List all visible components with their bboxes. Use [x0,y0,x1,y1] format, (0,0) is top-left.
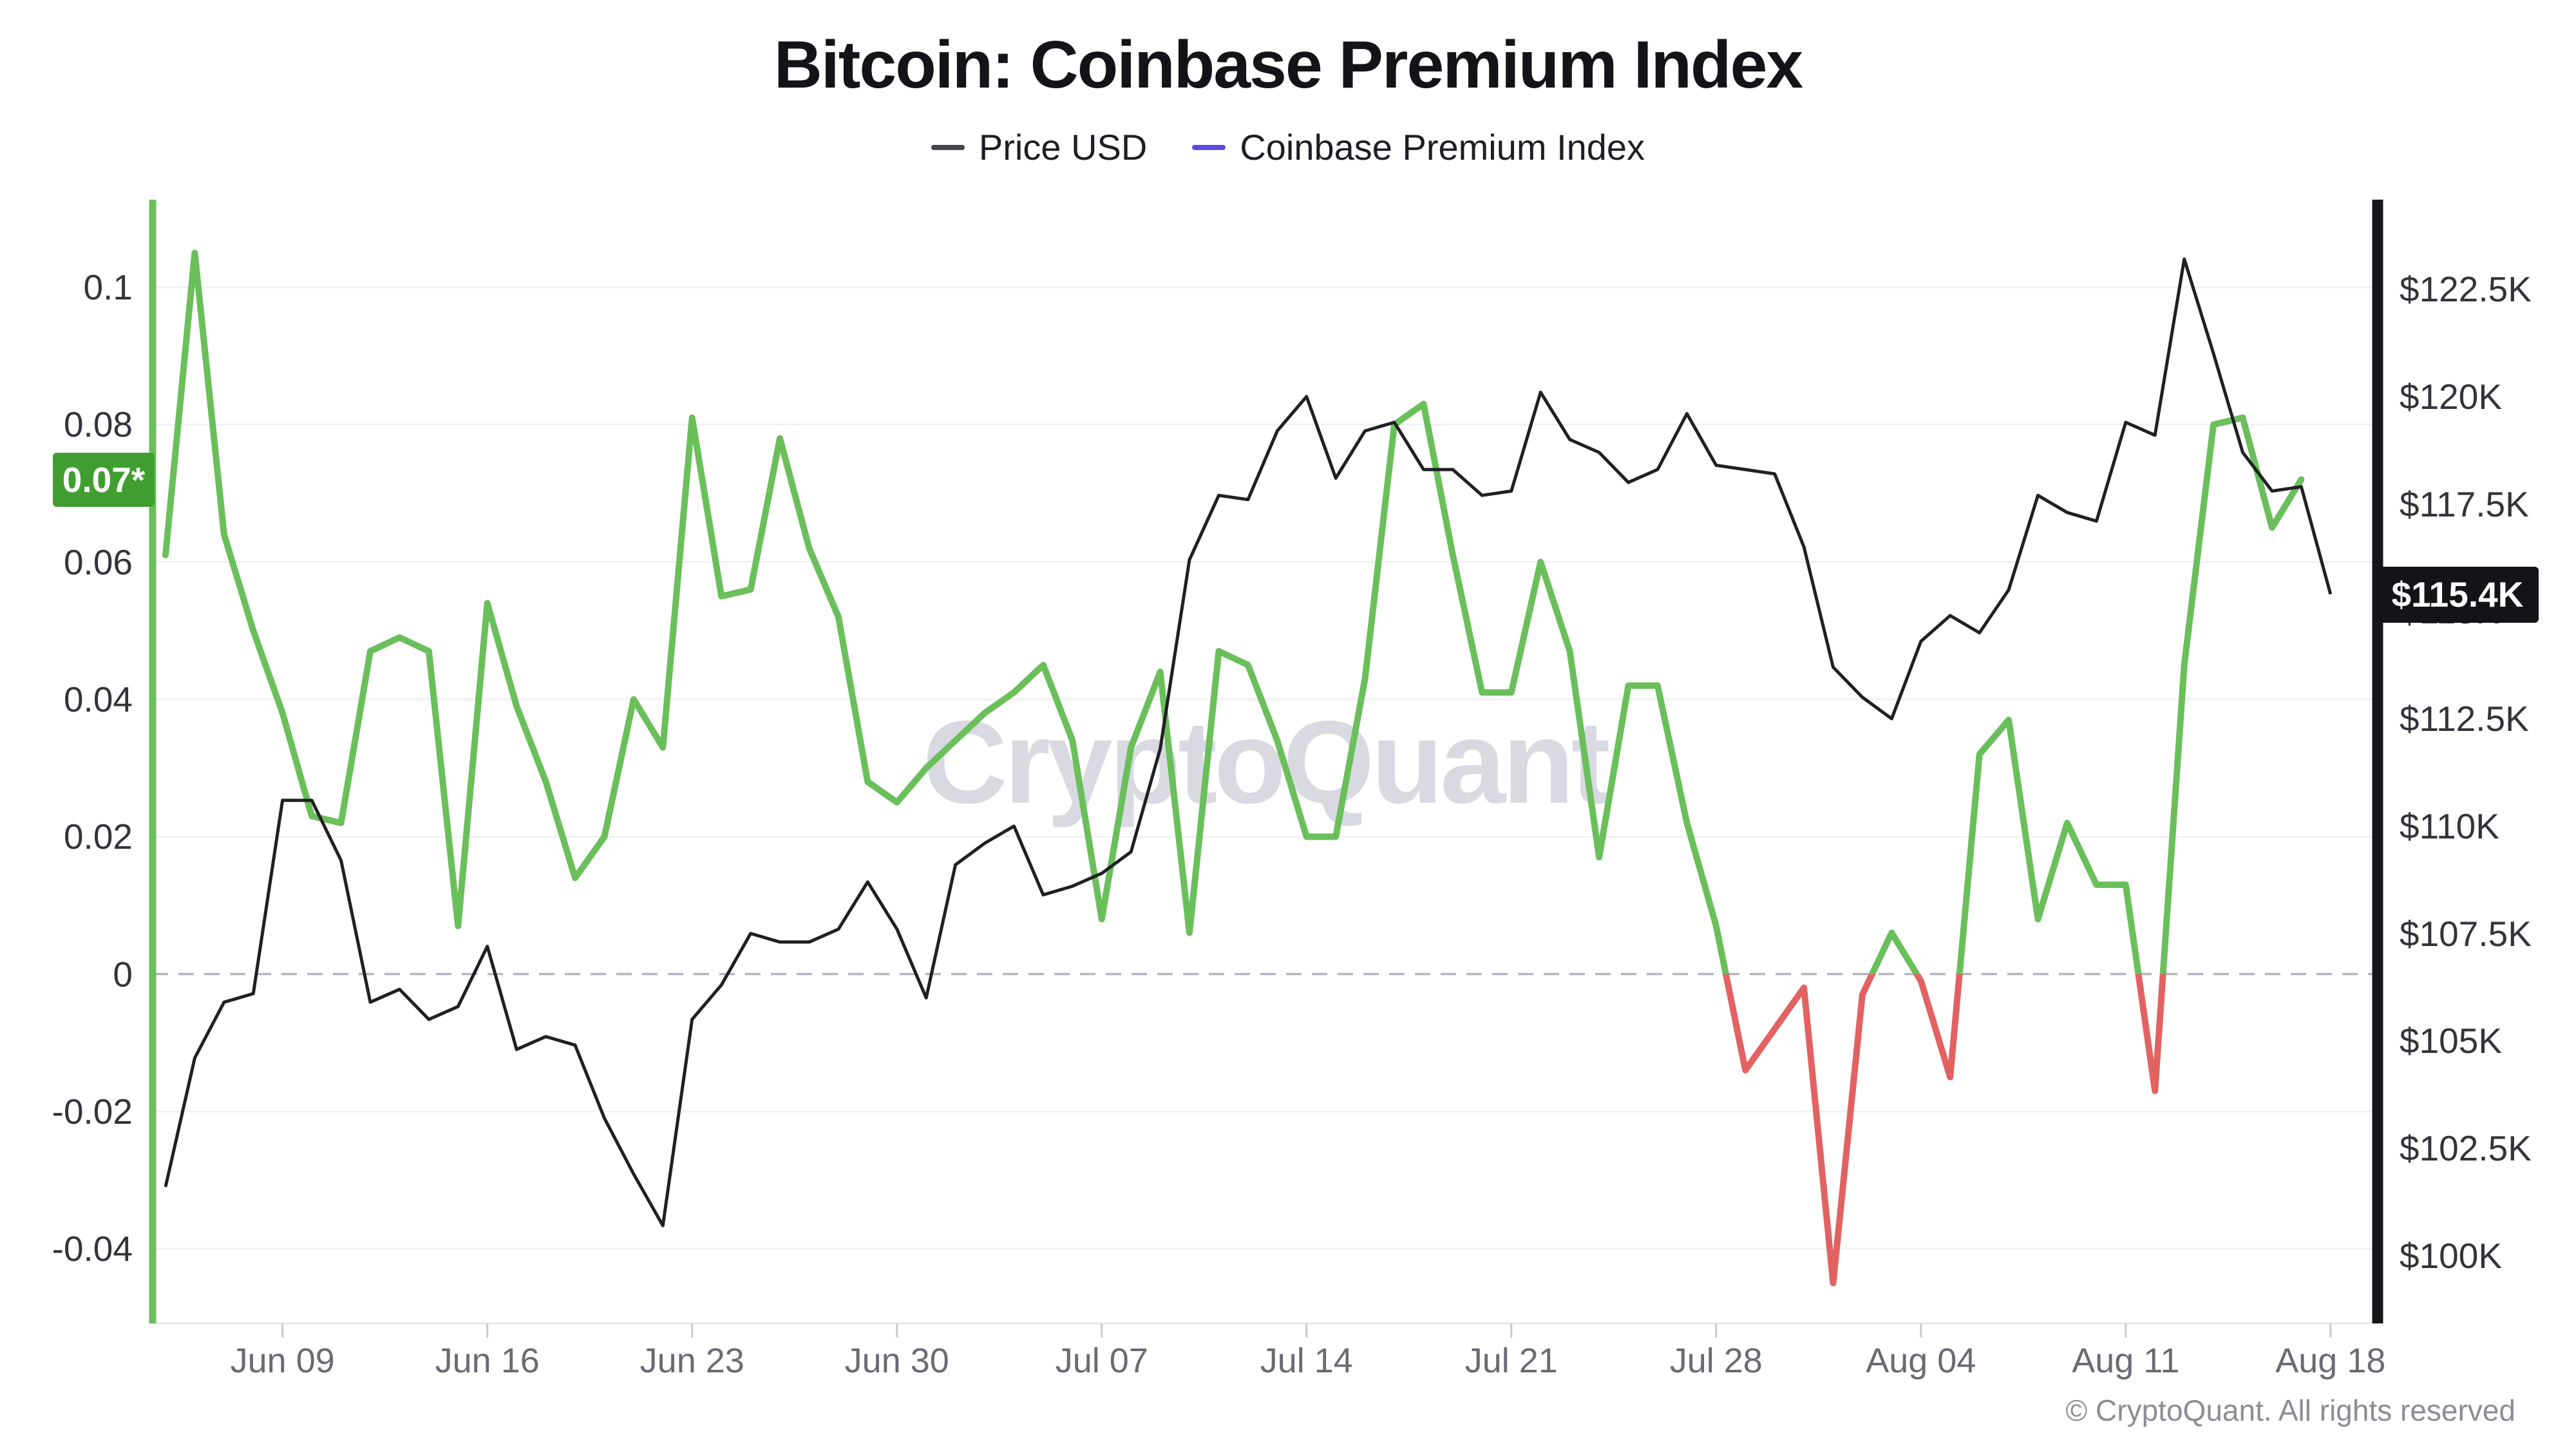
legend-label: Price USD [978,127,1148,167]
legend-item-coinbase-premium-index[interactable]: Coinbase Premium Index [1192,126,1645,168]
x-axis-tick-label: Jun 16 [435,1341,540,1380]
x-axis-tick-label: Jun 30 [844,1341,949,1380]
premium-index-line-negative [1722,974,2166,1287]
right-axis-tick-label: $122.5K [2400,269,2532,309]
right-axis-tick-label: $110K [2400,806,2499,846]
right-axis-tick-label: $107.5K [2400,913,2532,954]
x-axis-tick-label: Aug 04 [1866,1341,1976,1380]
left-axis-tick-label: 0.1 [83,267,133,307]
left-axis-tick-label: 0.04 [63,679,133,719]
x-axis-tick-label: Jul 28 [1669,1341,1763,1380]
x-axis-tick-label: Jul 07 [1055,1341,1148,1380]
left-axis-tick-label: 0 [113,954,133,994]
x-axis-tick-label: Jun 09 [230,1341,335,1380]
copyright-notice: © CryptoQuant. All rights reserved [2065,1394,2515,1427]
premium-current-value-badge: 0.07* [53,452,155,507]
left-axis-tick-label: -0.02 [52,1091,133,1132]
right-axis-tick-label: $117.5K [2400,484,2529,524]
right-axis-tick-label: $112.5K [2400,699,2529,739]
right-axis-tick-label: $100K [2400,1235,2503,1276]
left-axis-tick-label: 0.06 [63,542,133,582]
left-axis-tick-label: -0.04 [52,1229,133,1269]
x-axis-tick-label: Aug 18 [2275,1341,2386,1380]
price-current-value-badge: $115.4K [2376,566,2539,623]
premium-index-dash-icon [1192,144,1226,150]
right-axis-tick-label: $105K [2400,1021,2503,1061]
right-axis-tick-label: $102.5K [2400,1128,2532,1168]
x-axis-tick-label: Jun 23 [639,1341,744,1380]
page-title: Bitcoin: Coinbase Premium Index [773,28,1804,102]
left-axis-tick-label: 0.02 [63,817,133,857]
premium-index-line-positive [162,249,2305,974]
price-usd-dash-icon [931,144,965,150]
x-axis-tick-label: Jul 21 [1464,1341,1558,1380]
legend: Price USD Coinbase Premium Index [0,126,2576,168]
legend-label: Coinbase Premium Index [1240,127,1645,167]
price-usd-line [164,257,2333,1227]
left-axis-tick-label: 0.08 [63,404,133,445]
x-axis-tick-label: Jul 14 [1260,1341,1353,1380]
legend-item-price-usd[interactable]: Price USD [931,126,1147,168]
right-axis-tick-label: $120K [2400,376,2503,417]
x-axis-tick-label: Aug 11 [2072,1341,2180,1380]
